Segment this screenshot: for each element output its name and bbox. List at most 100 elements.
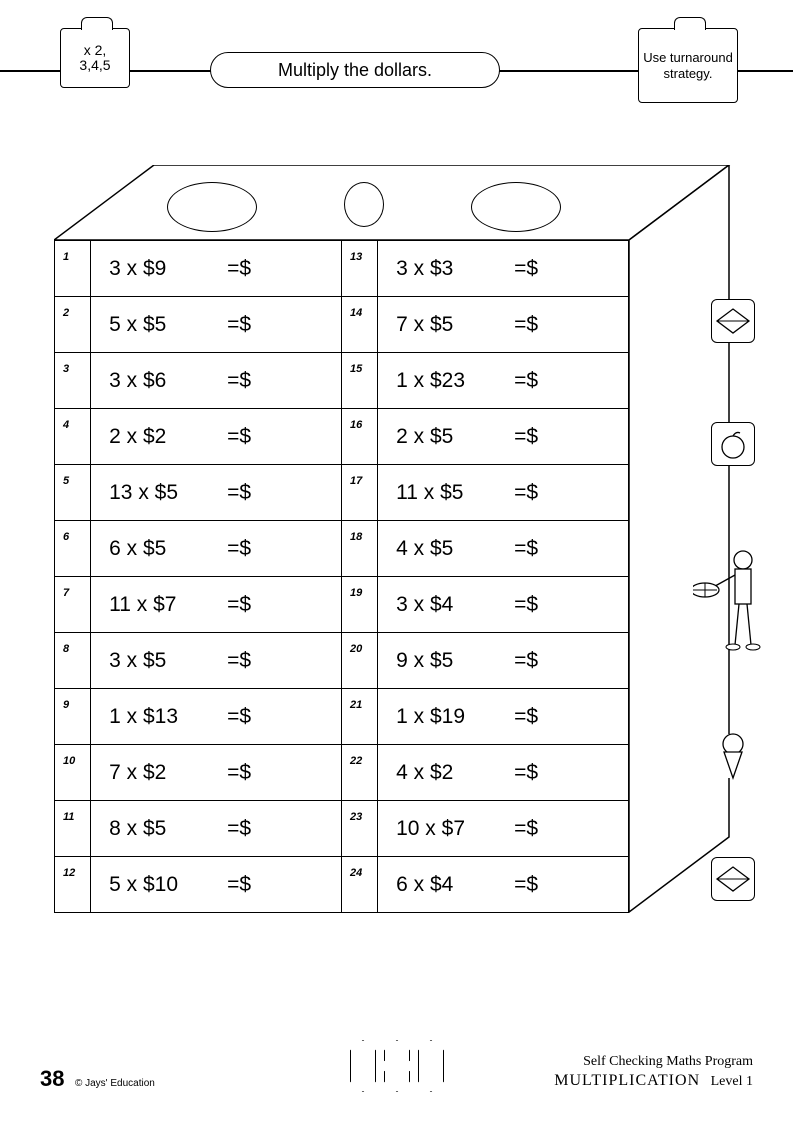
problem-answer: =$: [514, 537, 538, 560]
problem-answer: =$: [514, 369, 538, 392]
problem-number: 6: [55, 521, 91, 577]
problem-number: 17: [341, 465, 377, 521]
problem-answer: =$: [227, 425, 251, 448]
table-row: 83 x $5=$209 x $5=$: [55, 633, 629, 689]
problem-expr: 10 x $7: [396, 817, 496, 841]
problem-cell: 2 x $2=$: [91, 409, 342, 465]
problem-cell: 2 x $5=$: [378, 409, 629, 465]
problem-answer: =$: [514, 817, 538, 840]
problem-expr: 2 x $5: [396, 425, 496, 449]
table-row: 125 x $10=$246 x $4=$: [55, 857, 629, 913]
egg-icon: [344, 182, 384, 227]
problem-number: 2: [55, 297, 91, 353]
problem-answer: =$: [227, 369, 251, 392]
problem-number: 21: [341, 689, 377, 745]
problem-answer: =$: [227, 705, 251, 728]
problem-expr: 6 x $5: [109, 537, 209, 561]
problem-expr: 4 x $2: [396, 761, 496, 785]
problem-expr: 9 x $5: [396, 649, 496, 673]
program-info: Self Checking Maths Program MULTIPLICATI…: [554, 1053, 753, 1092]
problem-cell: 6 x $4=$: [378, 857, 629, 913]
problem-expr: 8 x $5: [109, 817, 209, 841]
problem-number: 7: [55, 577, 91, 633]
problem-cell: 3 x $9=$: [91, 241, 342, 297]
footer-left: 38 © Jays' Education: [40, 1066, 155, 1092]
pizza-person-icon: [693, 545, 773, 655]
side-icons: [703, 260, 763, 940]
problem-number: 10: [55, 745, 91, 801]
topic-scroll: x 2, 3,4,5: [60, 28, 130, 88]
table-row: 107 x $2=$224 x $2=$: [55, 745, 629, 801]
program-line2: MULTIPLICATION: [554, 1072, 700, 1089]
problem-cell: 1 x $23 =$: [378, 353, 629, 409]
problem-expr: 1 x $23: [396, 369, 496, 393]
problem-number: 13: [341, 241, 377, 297]
problem-answer: =$: [227, 313, 251, 336]
bowl-icon: [471, 182, 561, 232]
problem-answer: =$: [227, 257, 251, 280]
problem-cell: 11 x $7 =$: [91, 577, 342, 633]
page-title-pill: Multiply the dollars.: [210, 52, 500, 88]
problem-expr: 11 x $7: [109, 593, 209, 617]
problem-number: 14: [341, 297, 377, 353]
problem-cell: 5 x $10=$: [91, 857, 342, 913]
problem-answer: =$: [514, 593, 538, 616]
table-row: 711 x $7=$193 x $4=$: [55, 577, 629, 633]
problem-number: 24: [341, 857, 377, 913]
problem-answer: =$: [227, 873, 251, 896]
food-illustrations: [124, 182, 604, 232]
table-row: 42 x $2=$162 x $5=$: [55, 409, 629, 465]
table-row: 513 x $5=$17 11 x $5 =$: [55, 465, 629, 521]
hex-icon: [418, 1040, 444, 1092]
problem-number: 5: [55, 465, 91, 521]
problem-cell: 3 x $6=$: [91, 353, 342, 409]
topic-label: x 2, 3,4,5: [79, 43, 110, 74]
problem-number: 9: [55, 689, 91, 745]
problem-cell: 8 x $5=$: [91, 801, 342, 857]
problem-cell: 10 x $7 =$: [378, 801, 629, 857]
hex-icon: [350, 1040, 376, 1092]
table-row: 33 x $6=$151 x $23=$: [55, 353, 629, 409]
problem-expr: 11 x $5: [396, 481, 496, 505]
table-row: 66 x $5=$184 x $5=$: [55, 521, 629, 577]
problem-number: 19: [341, 577, 377, 633]
page-title: Multiply the dollars.: [278, 60, 432, 81]
problem-cell: 9 x $5 =$: [378, 633, 629, 689]
problem-answer: =$: [227, 761, 251, 784]
hint-text: Use turnaround strategy.: [643, 50, 733, 81]
problem-expr: 6 x $4: [396, 873, 496, 897]
problem-answer: =$: [514, 481, 538, 504]
icecream-icon: [711, 734, 755, 778]
problem-expr: 1 x $13: [109, 705, 209, 729]
problem-answer: =$: [514, 705, 538, 728]
sandwich-icon: [711, 299, 755, 343]
program-line1: Self Checking Maths Program: [554, 1053, 753, 1071]
problem-cell: 6 x $5=$: [91, 521, 342, 577]
problem-number: 1: [55, 241, 91, 297]
problem-number: 22: [341, 745, 377, 801]
apple-icon: [711, 422, 755, 466]
problem-answer: =$: [227, 481, 251, 504]
problem-cell: 1 x $13 =$: [91, 689, 342, 745]
plate-icon: [167, 182, 257, 232]
problem-cell: 13 x $5=$: [91, 465, 342, 521]
program-level: Level 1: [711, 1074, 753, 1089]
hex-icon: [384, 1040, 410, 1092]
problem-answer: =$: [514, 257, 538, 280]
problem-answer: =$: [227, 593, 251, 616]
problems-table: 13 x $9=$133 x $3=$25 x $5=$147 x $5=$33…: [54, 240, 629, 913]
table-row: 9 1 x $13 =$ 211 x $19=$: [55, 689, 629, 745]
problem-cell: 3 x $3 =$: [378, 241, 629, 297]
problem-answer: =$: [227, 649, 251, 672]
footer: 38 © Jays' Education Self Checking Maths…: [40, 1032, 753, 1092]
problem-cell: 3 x $5=$: [91, 633, 342, 689]
problem-answer: =$: [514, 649, 538, 672]
problem-number: 20: [341, 633, 377, 689]
table-row: 118 x $5=$2310 x $7=$: [55, 801, 629, 857]
table-row: 25 x $5=$147 x $5=$: [55, 297, 629, 353]
problem-number: 16: [341, 409, 377, 465]
problem-expr: 7 x $5: [396, 313, 496, 337]
problem-cell: 1 x $19=$: [378, 689, 629, 745]
problem-number: 12: [55, 857, 91, 913]
problem-expr: 3 x $3: [396, 257, 496, 281]
